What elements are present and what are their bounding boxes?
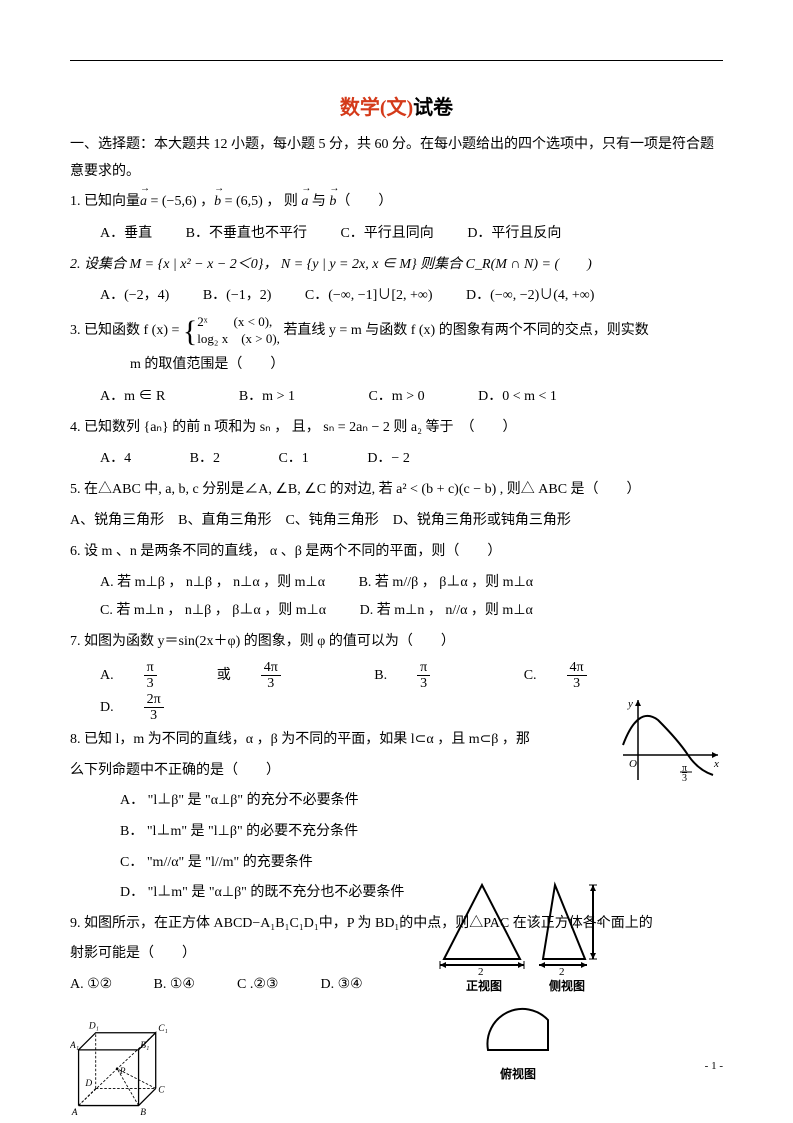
q3-options: A．m ∈ R B．m > 1 C．m > 0 D．0 < m < 1 (100, 383, 723, 411)
q5-stem: 5. 在△ABC 中, a, b, c 分别是∠A, ∠B, ∠C 的对边, 若… (70, 477, 723, 504)
q3-stem: 3. 已知函数 f (x) = { 2ˣ (x < 0), log₂ x (x … (70, 314, 723, 348)
svg-text:D: D (84, 1078, 92, 1088)
svg-text:C: C (158, 1085, 165, 1095)
top-view (473, 1000, 563, 1065)
q3-line2: m 的取值范围是（ ） (130, 352, 723, 379)
q6-stem: 6. 设 m 、n 是两条不同的直线， α 、β 是两个不同的平面，则（ ） (70, 539, 723, 566)
q6-options-2: C. 若 m⊥n ， n⊥β ， β⊥α ，则 m⊥α D. 若 m⊥n ， n… (100, 597, 723, 625)
q7-stem: 7. 如图为函数 y＝sin(2x＋φ) 的图象，则 φ 的值可以为（ ） (70, 629, 723, 656)
svg-text:y: y (627, 698, 633, 710)
svg-text:A: A (71, 1108, 78, 1118)
svg-text:x: x (713, 758, 719, 770)
svg-text:B: B (140, 1108, 146, 1118)
cube-figure: A B C D A₁ B₁ C₁ D₁ P (70, 1007, 190, 1118)
piecewise: { 2ˣ (x < 0), log₂ x (x > 0), (183, 314, 280, 348)
front-view: 2 (432, 877, 532, 977)
three-views: 2 4 2 正视图 侧视图 俯视图 (393, 877, 643, 1082)
page-footer: - 1 - (705, 1060, 723, 1072)
svg-text:C₁: C₁ (158, 1024, 168, 1034)
q1-stem: 1. 已知向量a = (−5,6) ，b = (6,5) ， 则 a 与 b（ … (70, 189, 723, 216)
q4-stem: 4. 已知数列 {aₙ} 的前 n 项和为 sₙ ， 且， sₙ = 2aₙ −… (70, 415, 723, 442)
side-view: 4 2 (535, 877, 605, 977)
svg-text:4: 4 (597, 916, 603, 928)
q2-stem: 2. 设集合 M = {x | x² − x − 2＜0}， N = {y | … (70, 252, 723, 279)
q6-options-1: A. 若 m⊥β ， n⊥β ， n⊥α ，则 m⊥α B. 若 m//β ， … (100, 569, 723, 597)
svg-text:B₁: B₁ (140, 1041, 149, 1051)
svg-text:3: 3 (682, 773, 687, 784)
svg-text:P: P (119, 1066, 126, 1076)
svg-text:2: 2 (478, 966, 484, 977)
svg-text:A₁: A₁ (70, 1041, 79, 1051)
q8-C: C． "m//α" 是 "l//m" 的充要条件 (120, 850, 723, 877)
q2-options: A．(−2，4) B．(−1，2) C．(−∞, −1]∪[2, +∞) D．(… (100, 282, 723, 310)
page-title: 数学(文)试卷 (70, 91, 723, 120)
sine-graph: x y O π 3 (618, 695, 723, 785)
svg-text:D₁: D₁ (88, 1021, 99, 1031)
top-rule (70, 60, 723, 61)
q1-options: A．垂直 B．不垂直也不平行 C．平行且同向 D．平行且反向 (100, 220, 723, 248)
intro: 一、选择题：本大题共 12 小题，每小题 5 分，共 60 分。在每小题给出的四… (70, 132, 723, 185)
q8-A: A． "l⊥β" 是 "α⊥β" 的充分不必要条件 (120, 788, 723, 815)
q8-B: B． "l⊥m" 是 "l⊥β" 的必要不充分条件 (120, 819, 723, 846)
q4-options: A．4 B．2 C．1 D．− 2 (100, 445, 723, 473)
title-black: 试卷 (413, 97, 453, 119)
svg-text:2: 2 (559, 966, 565, 977)
svg-text:O: O (629, 758, 637, 770)
q5-options: A、锐角三角形 B、直角三角形 C、钝角三角形 D、锐角三角形或钝角三角形 (70, 508, 723, 535)
title-red: 数学(文) (340, 97, 413, 119)
